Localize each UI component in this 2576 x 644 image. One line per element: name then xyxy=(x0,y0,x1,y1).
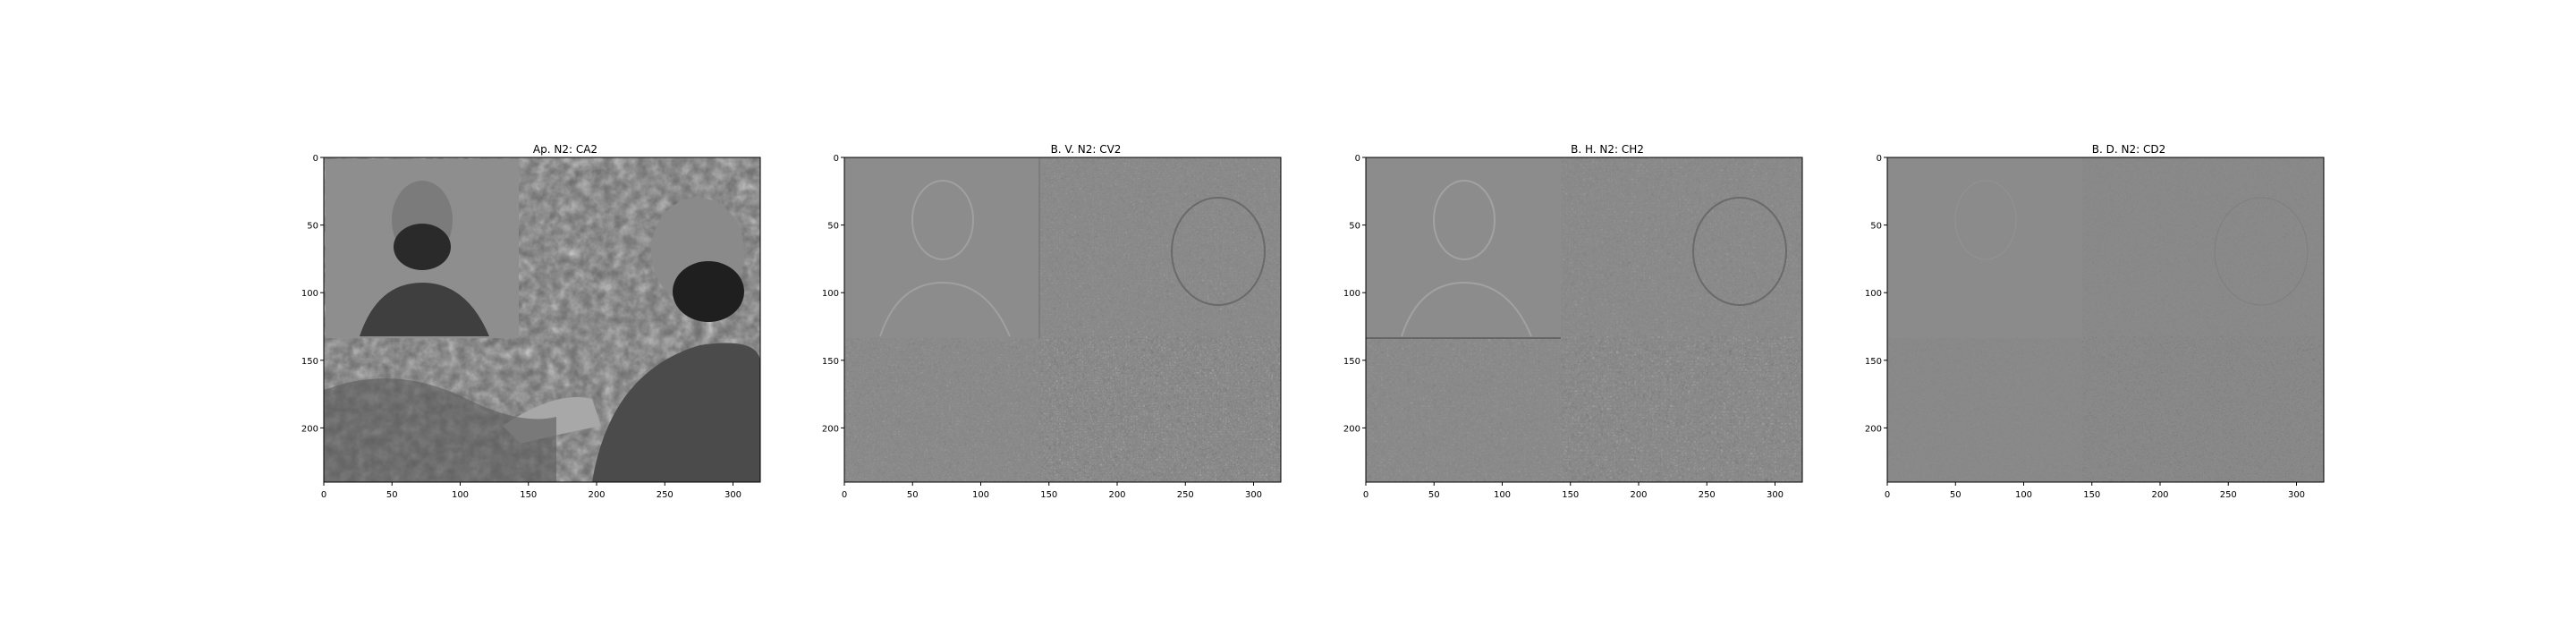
subplot-axes: 0 50 100 150 200 250 300 0 50 100 150 20… xyxy=(301,154,761,500)
x-tick-label: 200 xyxy=(2151,490,2168,500)
y-tick-label: 150 xyxy=(301,357,318,367)
x-tick-label: 50 xyxy=(1428,490,1440,500)
x-tick-label: 0 xyxy=(1363,490,1368,500)
x-tick-label: 250 xyxy=(657,490,674,500)
x-tick-label: 50 xyxy=(1950,490,1962,500)
x-tick-label: 250 xyxy=(2220,490,2237,500)
y-tick-label: 200 xyxy=(1865,424,1882,434)
x-tick-label: 150 xyxy=(1040,490,1057,500)
x-tick-label: 50 xyxy=(386,490,398,500)
y-tick-label: 100 xyxy=(1343,289,1360,299)
x-tick-label: 300 xyxy=(724,490,741,500)
y-tick-label: 150 xyxy=(822,357,839,367)
x-tick-label: 50 xyxy=(907,490,919,500)
image-cv2 xyxy=(844,157,1281,482)
y-tick-label: 100 xyxy=(301,289,318,299)
subplot-ca2: Ap. N2: CA2 xyxy=(301,143,816,519)
y-tick-label: 200 xyxy=(1343,424,1360,434)
subplot-cv2: B. V. N2: CV2 xyxy=(822,143,1336,519)
y-axis-ticks: 0 50 100 150 200 xyxy=(822,154,844,434)
y-axis-ticks: 0 50 100 150 200 xyxy=(301,154,324,434)
x-tick-label: 200 xyxy=(1108,490,1125,500)
y-tick-label: 0 xyxy=(1877,154,1882,164)
subplot-title: Ap. N2: CA2 xyxy=(532,143,598,156)
x-tick-label: 300 xyxy=(1767,490,1784,500)
x-tick-label: 0 xyxy=(1885,490,1890,500)
y-axis-ticks: 0 50 100 150 200 xyxy=(1865,154,1887,434)
x-tick-label: 150 xyxy=(2083,490,2100,500)
x-tick-label: 250 xyxy=(1699,490,1716,500)
y-tick-label: 50 xyxy=(1349,222,1360,232)
x-tick-label: 100 xyxy=(1494,490,1511,500)
y-tick-label: 50 xyxy=(827,222,839,232)
y-tick-label: 50 xyxy=(1870,222,1882,232)
y-tick-label: 200 xyxy=(822,424,839,434)
x-tick-label: 300 xyxy=(1245,490,1262,500)
y-tick-label: 200 xyxy=(301,424,318,434)
y-axis-ticks: 0 50 100 150 200 xyxy=(1343,154,1366,434)
y-tick-label: 150 xyxy=(1343,357,1360,367)
subplot-axes: 0 50 100 150 200 250 300 0 50 100 150 20… xyxy=(822,154,1282,500)
y-tick-label: 50 xyxy=(307,222,318,232)
subplot-axes: 0 50 100 150 200 250 300 0 50 100 150 20… xyxy=(1865,154,2325,500)
x-axis-ticks: 0 50 100 150 200 250 300 xyxy=(842,482,1262,500)
x-tick-label: 300 xyxy=(2288,490,2305,500)
image-cd2 xyxy=(1887,157,2324,482)
y-tick-label: 0 xyxy=(1355,154,1360,164)
x-tick-label: 200 xyxy=(1630,490,1647,500)
subplot-cd2: B. D. N2: CD2 xyxy=(1865,143,2379,519)
x-tick-label: 250 xyxy=(1177,490,1194,500)
x-tick-label: 100 xyxy=(972,490,989,500)
subplot-title: B. V. N2: CV2 xyxy=(1050,143,1122,156)
x-tick-label: 0 xyxy=(842,490,847,500)
subplot-ch2: B. H. N2: CH2 xyxy=(1343,143,1858,519)
y-tick-label: 100 xyxy=(822,289,839,299)
image-ca2 xyxy=(324,157,760,482)
x-tick-label: 200 xyxy=(588,490,605,500)
x-tick-label: 150 xyxy=(520,490,537,500)
subplot-axes: 0 50 100 150 200 250 300 0 50 100 150 20… xyxy=(1343,154,1803,500)
x-tick-label: 100 xyxy=(452,490,469,500)
x-tick-label: 100 xyxy=(2015,490,2032,500)
image-ch2 xyxy=(1366,157,1802,482)
x-axis-ticks: 0 50 100 150 200 250 300 xyxy=(1885,482,2305,500)
y-tick-label: 100 xyxy=(1865,289,1882,299)
subplot-title: B. H. N2: CH2 xyxy=(1571,143,1644,156)
y-tick-label: 0 xyxy=(834,154,839,164)
x-tick-label: 150 xyxy=(1562,490,1579,500)
x-tick-label: 0 xyxy=(321,490,326,500)
y-tick-label: 0 xyxy=(313,154,318,164)
x-axis-ticks: 0 50 100 150 200 250 300 xyxy=(1363,482,1784,500)
subplot-title: B. D. N2: CD2 xyxy=(2091,143,2166,156)
y-tick-label: 150 xyxy=(1865,357,1882,367)
x-axis-ticks: 0 50 100 150 200 250 300 xyxy=(321,482,741,500)
